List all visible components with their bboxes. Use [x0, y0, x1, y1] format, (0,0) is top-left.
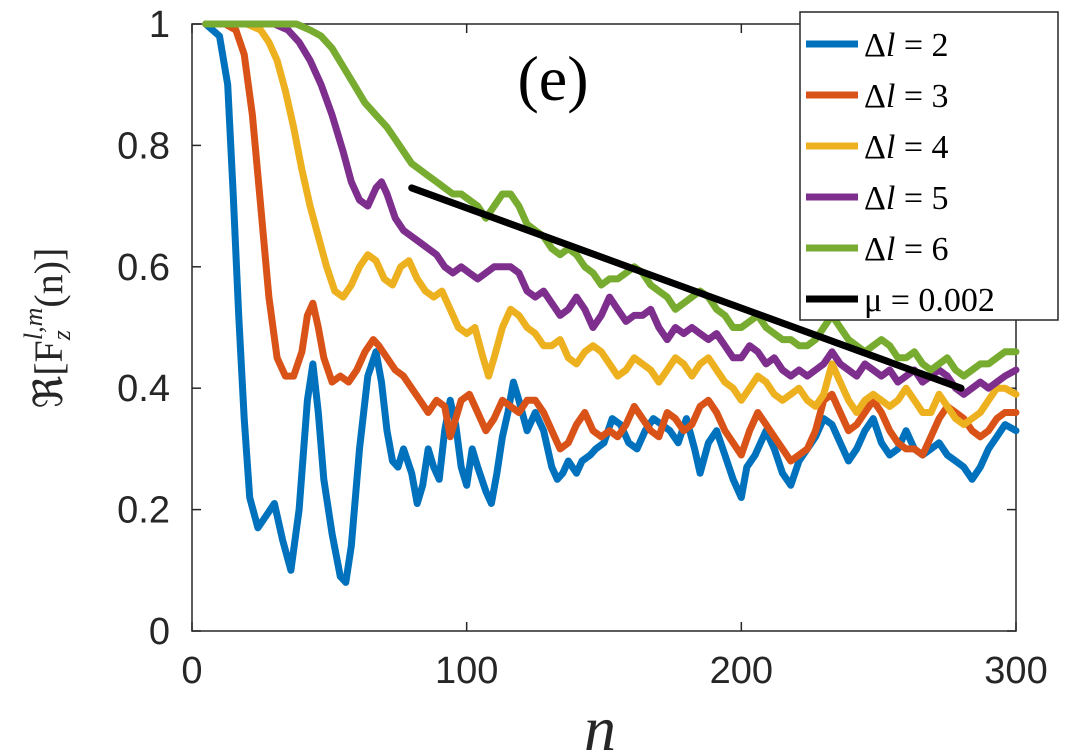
legend-label: Δl = 6: [864, 231, 949, 268]
legend-label-symbol: Δ: [864, 180, 886, 217]
y-tick-label: 0.6: [117, 247, 170, 289]
legend-entry-3: Δl = 4: [806, 129, 949, 166]
legend-box: [799, 11, 1059, 321]
legend-entry-1: Δl = 2: [806, 27, 949, 64]
legend-label-symbol: Δ: [864, 129, 886, 166]
legend: Δl = 2Δl = 3Δl = 4Δl = 5Δl = 6μ = 0.002: [799, 11, 1059, 321]
series-line-1: [202, 20, 1020, 586]
y-axis-label: ℜ[Fzl,m(n)]: [19, 248, 76, 409]
legend-entry-5: Δl = 6: [806, 231, 949, 268]
legend-label-rest: = 6: [895, 231, 948, 268]
legend-label: Δl = 2: [864, 27, 949, 64]
panel-label: (e): [517, 43, 588, 114]
x-tick-label: 300: [984, 650, 1047, 692]
legend-label: Δl = 3: [864, 78, 949, 115]
legend-label-var: l: [886, 180, 895, 217]
legend-label-rest: = 3: [895, 78, 948, 115]
legend-entry-2: Δl = 3: [806, 78, 949, 115]
legend-label-rest: = 5: [895, 180, 948, 217]
legend-label-rest: = 2: [895, 27, 948, 64]
x-axis-label: n: [584, 693, 616, 756]
series-line-2: [202, 20, 1020, 465]
legend-label-rest: = 4: [895, 129, 948, 166]
legend-label-symbol: Δ: [864, 27, 886, 64]
series-line-3: [202, 20, 1020, 429]
legend-label-symbol: Δ: [864, 78, 886, 115]
y-tick-label: 1: [149, 4, 170, 46]
y-tick-label: 0.8: [117, 125, 170, 167]
series-lines: [202, 20, 1020, 586]
legend-label-var: l: [886, 231, 895, 268]
y-tick-label: 0.2: [117, 490, 170, 532]
x-tick-label: 200: [710, 650, 773, 692]
legend-label-var: l: [886, 27, 895, 64]
legend-label-symbol: μ: [864, 282, 882, 319]
y-tick-label: 0: [149, 611, 170, 653]
legend-label: Δl = 4: [864, 129, 949, 166]
series-line-5: [202, 20, 1020, 380]
legend-entry-4: Δl = 5: [806, 180, 949, 217]
x-tick-label: 100: [435, 650, 498, 692]
legend-label-var: l: [886, 129, 895, 166]
legend-label-var: l: [886, 78, 895, 115]
legend-label-rest: = 0.002: [882, 282, 995, 319]
series-line-6: [408, 184, 965, 392]
y-tick-label: 0.4: [117, 368, 170, 410]
y-axis-label-sup: l,m: [19, 308, 48, 341]
axis-tick-labels: 0 100 200 300 0 0.2 0.4 0.6 0.8 1: [117, 4, 1048, 692]
x-tick-label: 0: [181, 650, 202, 692]
y-axis-label-sub: z: [47, 330, 76, 341]
legend-label: Δl = 5: [864, 180, 949, 217]
y-axis-label-suffix: (n)]: [26, 248, 71, 308]
legend-label: μ = 0.002: [864, 282, 995, 319]
series-line-4: [202, 20, 1020, 398]
y-axis-label-prefix: ℜ[F: [26, 340, 71, 408]
legend-label-symbol: Δ: [864, 231, 886, 268]
legend-entry-6: μ = 0.002: [806, 282, 995, 319]
